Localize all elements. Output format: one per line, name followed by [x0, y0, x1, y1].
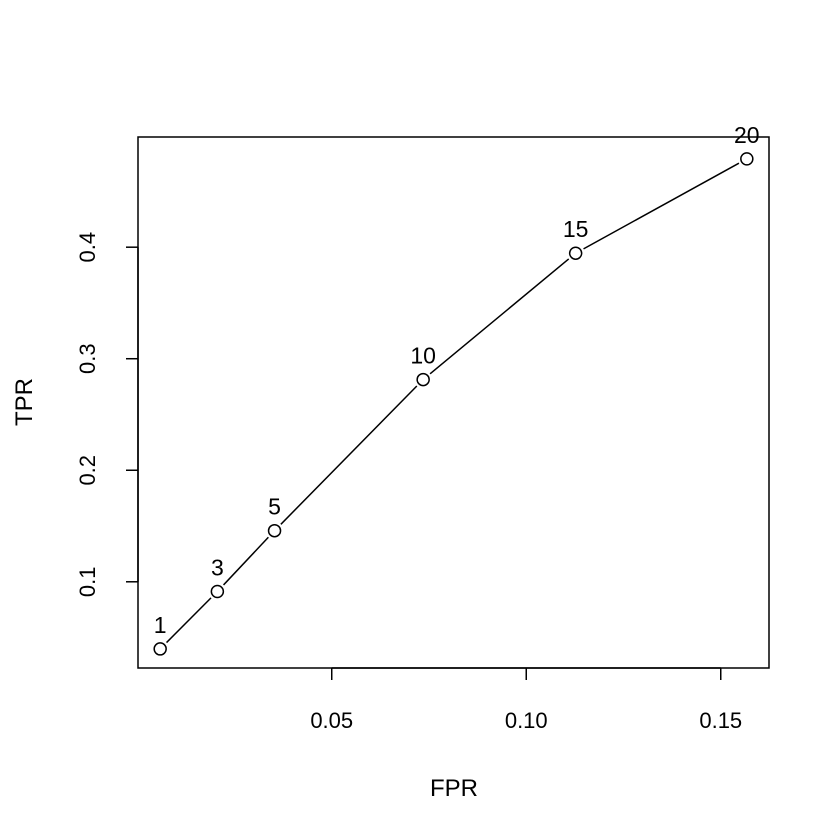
data-point — [416, 372, 430, 387]
x-tick-label: 0.15 — [699, 708, 742, 733]
data-point-label: 15 — [563, 216, 589, 242]
data-point-label: 5 — [268, 494, 281, 520]
series-line-segment — [165, 597, 212, 644]
series-line-segment — [222, 536, 269, 586]
x-tick-label: 0.05 — [310, 708, 353, 733]
y-tick-label: 0.2 — [75, 455, 100, 486]
series-line-segment — [429, 258, 570, 375]
y-tick-label: 0.4 — [75, 232, 100, 263]
data-point-label: 10 — [410, 343, 436, 369]
x-axis-title: FPR — [430, 775, 478, 802]
x-tick-label: 0.10 — [505, 708, 548, 733]
series-layer: 1 3 5 10 15 20 — [153, 122, 760, 656]
y-axis: 0.1 0.2 0.3 0.4 — [75, 232, 139, 597]
data-point — [568, 246, 583, 260]
data-point-label: 1 — [154, 612, 167, 638]
plot-frame — [137, 136, 770, 669]
y-tick-label: 0.3 — [75, 343, 100, 374]
data-point — [267, 523, 282, 538]
x-axis: 0.05 0.10 0.15 — [310, 667, 742, 733]
data-point — [153, 642, 167, 656]
data-point-label: 3 — [211, 554, 224, 580]
y-tick-label: 0.1 — [75, 566, 100, 597]
data-point — [210, 584, 225, 599]
series-line-segment — [583, 162, 740, 250]
data-point-label: 20 — [734, 122, 760, 148]
series-line-segment — [280, 385, 418, 525]
y-axis-title: TPR — [11, 378, 38, 426]
data-point — [740, 152, 754, 166]
